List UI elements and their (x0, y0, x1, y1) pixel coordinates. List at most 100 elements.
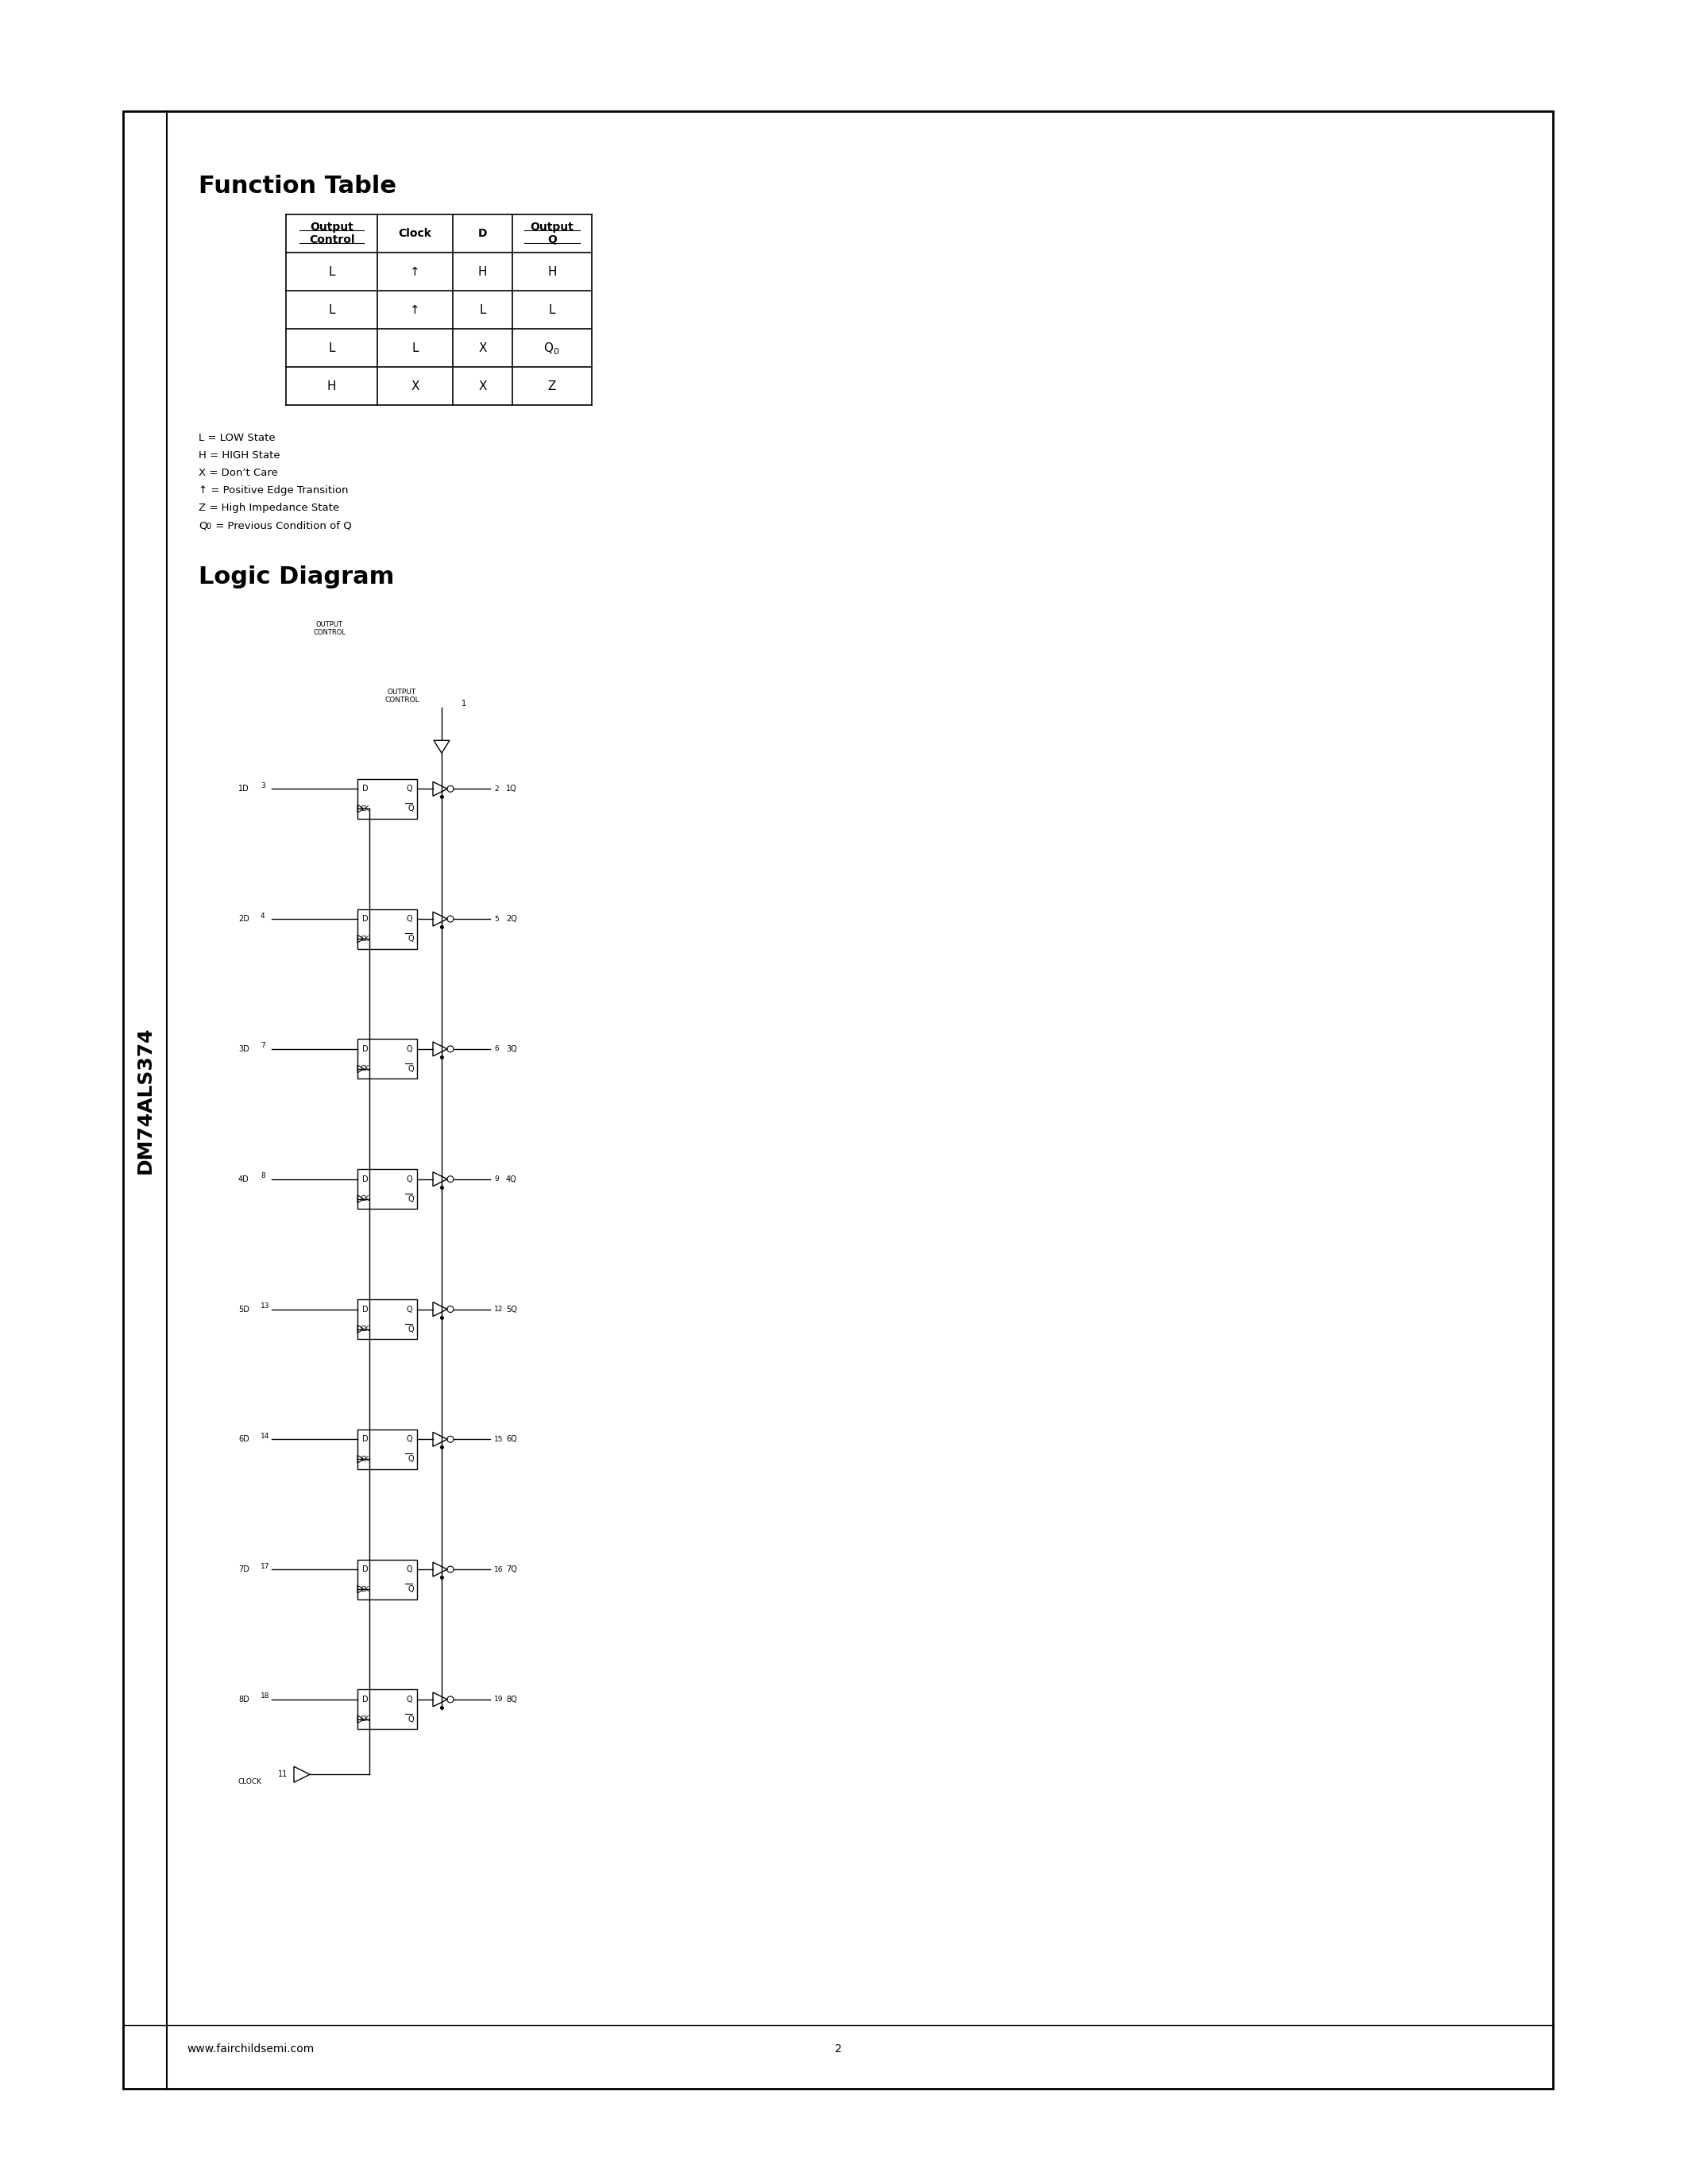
Bar (358, 1168, 417, 1210)
Text: Z = High Impedance State: Z = High Impedance State (199, 502, 339, 513)
Text: CK: CK (361, 1586, 370, 1592)
Text: CK: CK (361, 1717, 370, 1723)
Text: X: X (410, 380, 419, 391)
Text: X = Don’t Care: X = Don’t Care (199, 467, 279, 478)
Text: 0: 0 (554, 347, 559, 356)
Text: 14: 14 (260, 1433, 270, 1439)
Text: Function Table: Function Table (199, 175, 397, 199)
Text: L: L (412, 343, 419, 354)
Bar (358, 780, 417, 819)
Text: D: D (363, 1435, 368, 1444)
Text: Q: Q (544, 343, 554, 354)
Text: 6D: 6D (238, 1435, 250, 1444)
Text: 11: 11 (279, 1771, 287, 1778)
Text: D: D (363, 1306, 368, 1313)
Text: 5Q: 5Q (506, 1306, 517, 1313)
Text: Output: Output (530, 221, 574, 234)
Text: 2: 2 (495, 786, 498, 793)
Text: 19: 19 (495, 1697, 503, 1704)
Text: CK: CK (361, 1455, 370, 1463)
Text: Q: Q (407, 1695, 412, 1704)
Text: Q: Q (408, 804, 414, 812)
Bar (358, 1559, 417, 1599)
Text: Control: Control (309, 234, 354, 245)
Text: 13: 13 (260, 1302, 270, 1310)
Text: Q: Q (408, 1326, 414, 1332)
Text: = Previous Condition of Q: = Previous Condition of Q (213, 520, 351, 531)
Text: 8: 8 (260, 1173, 265, 1179)
Text: 8D: 8D (238, 1695, 250, 1704)
Text: D: D (363, 1175, 368, 1184)
Text: Q: Q (407, 915, 412, 924)
Text: Q: Q (408, 1455, 414, 1463)
Text: 3: 3 (260, 782, 265, 788)
Text: CK: CK (361, 1195, 370, 1203)
Text: Q: Q (407, 784, 412, 793)
Text: D: D (363, 915, 368, 924)
Text: L: L (549, 304, 555, 317)
Text: 1: 1 (461, 699, 466, 708)
Text: L = LOW State: L = LOW State (199, 432, 275, 443)
Bar (358, 1690, 417, 1730)
Text: X: X (478, 380, 486, 391)
Bar (358, 909, 417, 948)
Text: DM74ALS374: DM74ALS374 (135, 1026, 155, 1173)
Text: 3Q: 3Q (506, 1046, 517, 1053)
Text: Q: Q (408, 1586, 414, 1592)
Text: Clock: Clock (398, 227, 432, 238)
Text: CK: CK (361, 1326, 370, 1332)
Text: Logic Diagram: Logic Diagram (199, 566, 395, 587)
Text: X: X (478, 343, 486, 354)
Text: 7: 7 (260, 1042, 265, 1051)
Text: 9: 9 (495, 1175, 498, 1184)
Text: Q: Q (407, 1566, 412, 1572)
Text: 5D: 5D (238, 1306, 250, 1313)
Text: D: D (363, 1566, 368, 1572)
Text: CK: CK (361, 806, 370, 812)
Text: 7Q: 7Q (506, 1566, 517, 1572)
Text: 1Q: 1Q (506, 784, 517, 793)
Text: H = HIGH State: H = HIGH State (199, 450, 280, 461)
Text: ↑ = Positive Edge Transition: ↑ = Positive Edge Transition (199, 485, 348, 496)
Text: 15: 15 (495, 1435, 503, 1444)
Text: 1D: 1D (238, 784, 250, 793)
Text: 7D: 7D (238, 1566, 250, 1572)
Text: Q: Q (408, 1714, 414, 1723)
Text: 16: 16 (495, 1566, 503, 1572)
Text: 18: 18 (260, 1693, 270, 1699)
Text: www.fairchildsemi.com: www.fairchildsemi.com (187, 2044, 314, 2055)
Text: H: H (327, 380, 336, 391)
Text: Q: Q (199, 520, 208, 531)
Text: H: H (547, 266, 557, 277)
Text: D: D (363, 784, 368, 793)
Text: 17: 17 (260, 1562, 270, 1570)
Text: OUTPUT
CONTROL: OUTPUT CONTROL (314, 620, 346, 636)
Text: Output: Output (311, 221, 353, 234)
Text: Q: Q (407, 1435, 412, 1444)
Text: CK: CK (361, 1066, 370, 1072)
Text: CK: CK (361, 935, 370, 941)
Text: Q: Q (408, 935, 414, 943)
Bar (358, 1040, 417, 1079)
Text: ↑: ↑ (410, 304, 420, 317)
Text: 4D: 4D (238, 1175, 250, 1184)
Text: Q: Q (408, 1195, 414, 1203)
Text: 4Q: 4Q (506, 1175, 517, 1184)
Text: Q: Q (407, 1175, 412, 1184)
Text: L: L (479, 304, 486, 317)
Text: ↑: ↑ (410, 266, 420, 277)
Text: D: D (363, 1695, 368, 1704)
Text: L: L (327, 343, 334, 354)
Bar (123, 111, 1553, 2088)
Text: 5: 5 (495, 915, 498, 922)
Text: 4: 4 (260, 913, 265, 919)
Text: Z: Z (549, 380, 557, 391)
Bar (358, 1428, 417, 1470)
Text: 2: 2 (834, 2044, 842, 2055)
Text: 0: 0 (206, 522, 211, 531)
Text: Q: Q (407, 1046, 412, 1053)
Bar (358, 1299, 417, 1339)
Text: D: D (478, 227, 488, 238)
Text: CLOCK: CLOCK (238, 1778, 262, 1787)
Text: L: L (327, 266, 334, 277)
